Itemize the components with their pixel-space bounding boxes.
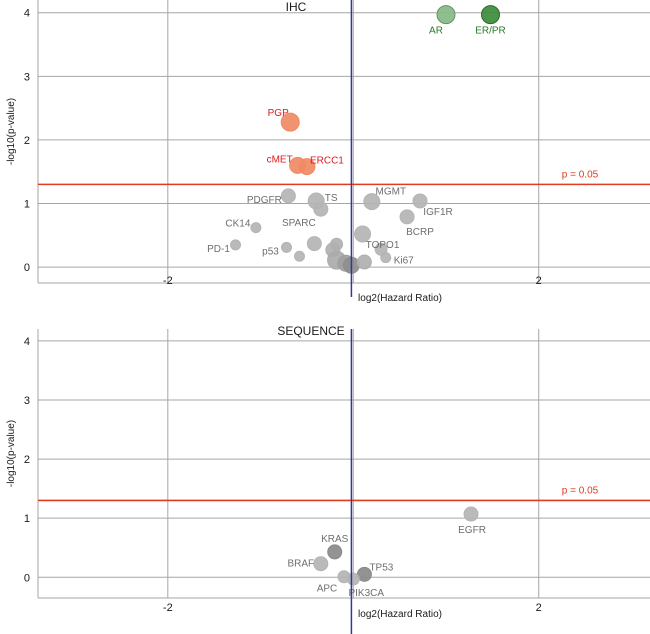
data-point-pgp xyxy=(280,112,300,132)
point-label-kras: KRAS xyxy=(321,534,349,545)
y-tick-label: 2 xyxy=(24,135,30,147)
data-point xyxy=(374,242,388,256)
data-point-igf1r xyxy=(412,193,428,209)
data-point-ck14 xyxy=(250,222,262,234)
point-label-mgmt: MGMT xyxy=(376,187,407,198)
point-label-tp53: TP53 xyxy=(369,562,393,573)
data-point-kras xyxy=(327,544,343,560)
point-label-apc: APC xyxy=(317,584,338,595)
y-tick-label: 4 xyxy=(24,8,30,20)
x-tick-label: 2 xyxy=(536,275,542,287)
point-label-pik3ca: PIK3CA xyxy=(348,588,384,599)
data-point-pd-1 xyxy=(230,239,242,251)
point-label-topo1: TOPO1 xyxy=(366,240,400,251)
data-point-pik3ca xyxy=(346,572,360,586)
y-tick-label: 4 xyxy=(24,336,30,348)
point-label-er-pr: ER/PR xyxy=(475,26,506,37)
point-label-pd-1: PD-1 xyxy=(207,244,230,255)
data-point xyxy=(306,236,322,252)
panel-title: SEQUENCE xyxy=(277,324,344,338)
point-label-ki67: Ki67 xyxy=(394,256,414,267)
data-point-mgmt xyxy=(363,193,381,211)
data-point-ar xyxy=(436,5,456,25)
point-label-bcrp: BCRP xyxy=(406,227,434,238)
data-point-er-pr xyxy=(481,5,501,25)
x-axis-label: log2(Hazard Ratio) xyxy=(358,293,442,304)
panel-title: IHC xyxy=(286,0,307,14)
data-point-sparc xyxy=(313,201,329,217)
point-label-pdgfr: PDGFR xyxy=(247,195,282,206)
threshold-label: p = 0.05 xyxy=(562,169,599,180)
data-point xyxy=(330,237,344,251)
y-tick-label: 2 xyxy=(24,454,30,466)
point-label-ar: AR xyxy=(429,26,443,37)
y-tick-label: 0 xyxy=(24,572,30,584)
y-tick-label: 1 xyxy=(24,199,30,211)
panel-sequence: p = 0.05 0 1 2 3 4 -2 2 EGFR KRAS BRAF TP53 APC PIK3C… xyxy=(6,324,650,634)
point-label-cmet: cMET xyxy=(267,154,293,165)
x-tick-label: -2 xyxy=(163,602,173,614)
point-label-braf: BRAF xyxy=(287,559,314,570)
y-axis-label: -log10(p-value) xyxy=(6,98,17,165)
x-axis-label: log2(Hazard Ratio) xyxy=(358,609,442,620)
y-axis-label: -log10(p-value) xyxy=(6,420,17,487)
x-tick-label: 2 xyxy=(536,602,542,614)
point-label-sparc: SPARC xyxy=(282,218,316,229)
threshold-label: p = 0.05 xyxy=(562,485,599,496)
point-label-igf1r: IGF1R xyxy=(423,207,452,218)
point-label-ck14: CK14 xyxy=(225,219,250,230)
data-point-egfr xyxy=(463,506,479,522)
data-point-pdgfr xyxy=(280,188,296,204)
y-tick-label: 0 xyxy=(24,262,30,274)
point-label-ercc1: ERCC1 xyxy=(310,156,344,167)
data-point-topo1 xyxy=(354,225,372,243)
point-label-egfr: EGFR xyxy=(458,525,486,536)
y-tick-label: 3 xyxy=(24,71,30,83)
data-point-bcrp xyxy=(399,209,415,225)
data-point-ercc1 xyxy=(298,158,316,176)
point-label-p53: p53 xyxy=(262,246,279,257)
data-point-braf xyxy=(313,556,329,572)
x-tick-label: -2 xyxy=(163,275,173,287)
panel-ihc: p = 0.05 0 1 2 3 4 -2 2 AR ER/PR PGP cMET ERCC1 PDGFR… xyxy=(6,0,650,304)
y-tick-label: 1 xyxy=(24,513,30,525)
y-tick-label: 3 xyxy=(24,395,30,407)
data-point-p53 xyxy=(281,241,293,253)
point-label-ts: TS xyxy=(325,193,338,204)
data-point xyxy=(293,250,305,262)
point-label-pgp: PGP xyxy=(268,108,289,119)
data-point xyxy=(356,254,372,270)
